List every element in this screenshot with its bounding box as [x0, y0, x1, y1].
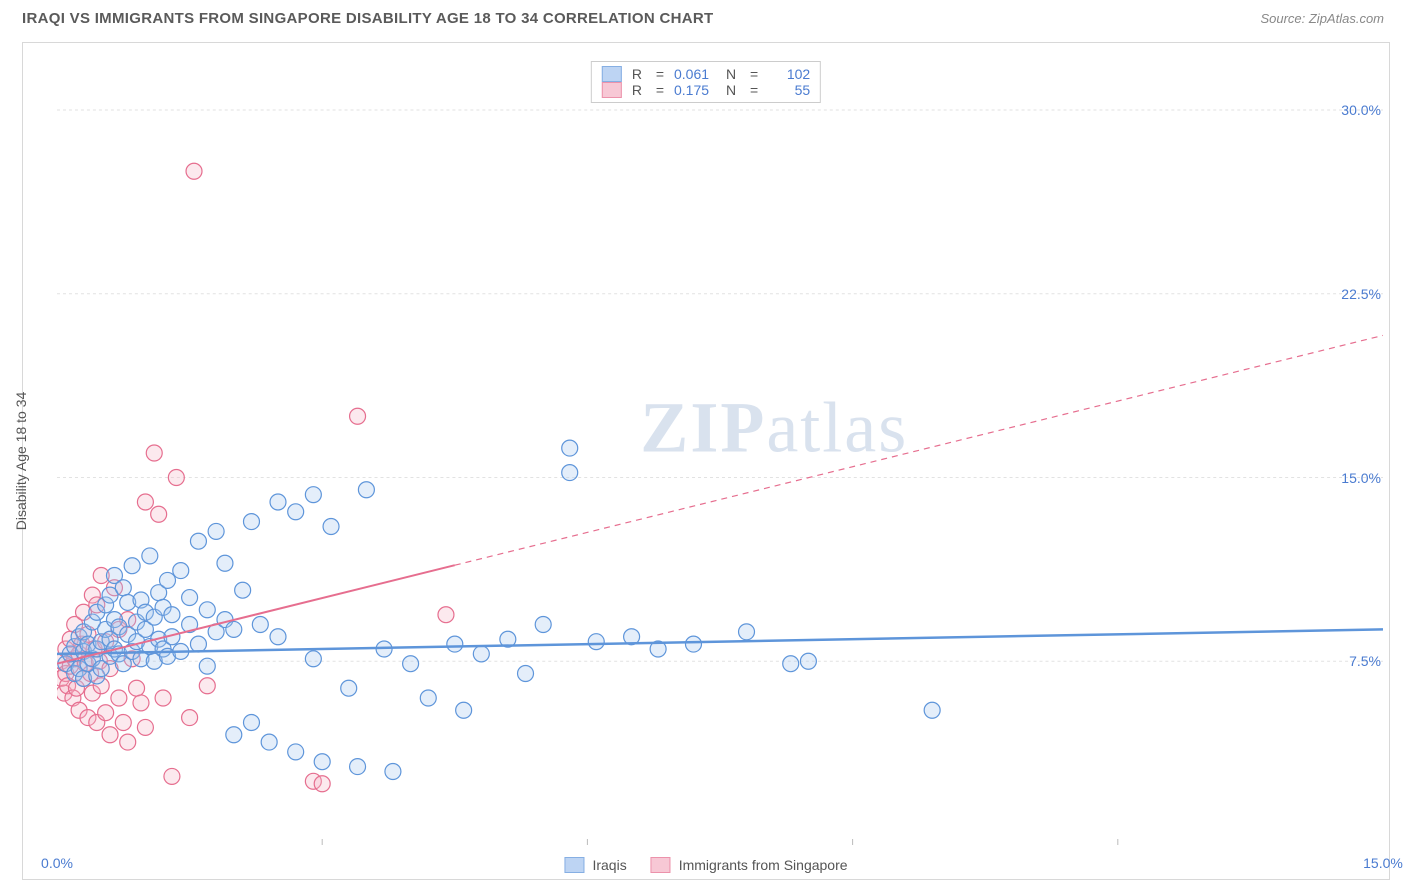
legend-swatch — [602, 82, 622, 98]
x-tick-label: 15.0% — [1363, 855, 1403, 871]
source-label: Source: ZipAtlas.com — [1260, 11, 1384, 26]
y-axis-label: Disability Age 18 to 34 — [13, 392, 29, 531]
y-tick-label: 15.0% — [1341, 470, 1381, 486]
legend-n-value: 102 — [768, 66, 810, 82]
x-tick-label: 0.0% — [41, 855, 73, 871]
y-axis-ticks: 7.5% 15.0% 22.5% 30.0% — [1321, 61, 1381, 845]
correlation-legend: R = 0.061 N = 102 R = 0.175 N = 55 — [591, 61, 821, 103]
legend-r-value: 0.175 — [674, 82, 716, 98]
legend-n-label: N — [726, 66, 740, 82]
legend-n-label: N — [726, 82, 740, 98]
legend-swatch — [564, 857, 584, 873]
legend-r-label: R — [632, 66, 646, 82]
page-title: IRAQI VS IMMIGRANTS FROM SINGAPORE DISAB… — [22, 10, 713, 27]
y-tick-label: 22.5% — [1341, 286, 1381, 302]
legend-n-value: 55 — [768, 82, 810, 98]
y-tick-label: 7.5% — [1349, 653, 1381, 669]
scatter-plot — [57, 61, 1383, 845]
legend-swatch — [602, 66, 622, 82]
y-tick-label: 30.0% — [1341, 102, 1381, 118]
legend-swatch — [651, 857, 671, 873]
legend-r-label: R — [632, 82, 646, 98]
chart-container: Disability Age 18 to 34 ZIPatlas 7.5%15.… — [22, 42, 1390, 880]
legend-r-value: 0.061 — [674, 66, 716, 82]
series-legend: Iraqis Immigrants from Singapore — [558, 857, 853, 873]
legend-series-label: Iraqis — [592, 857, 626, 873]
legend-series-label: Immigrants from Singapore — [679, 857, 848, 873]
